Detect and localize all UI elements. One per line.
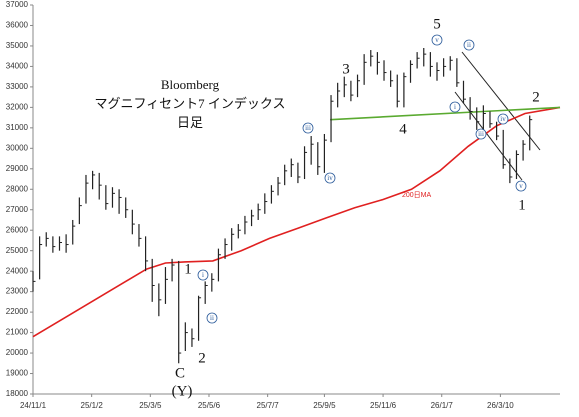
y-tick-label: 25000 bbox=[6, 246, 29, 255]
title: Bloomberg bbox=[161, 77, 220, 92]
circled-label: i bbox=[202, 271, 204, 279]
wave-label: 4 bbox=[399, 121, 407, 137]
x-tick-label: 25/11/6 bbox=[370, 401, 397, 410]
circled-marker bbox=[463, 39, 475, 51]
circled-label: iv bbox=[500, 115, 506, 123]
circled-marker bbox=[449, 101, 461, 113]
y-tick-label: 33000 bbox=[6, 82, 29, 91]
circled-label: ii bbox=[467, 41, 471, 49]
circled-label: iv bbox=[327, 174, 333, 182]
circled-label: v bbox=[519, 182, 523, 190]
y-tick-label: 36000 bbox=[6, 21, 29, 30]
circled-marker bbox=[324, 172, 336, 184]
y-tick-label: 37000 bbox=[6, 0, 29, 9]
circled-marker bbox=[515, 180, 527, 192]
circled-marker bbox=[497, 113, 509, 125]
wave-label: 3 bbox=[342, 61, 350, 77]
channel-line bbox=[454, 91, 523, 181]
circled-label: ii bbox=[210, 314, 214, 322]
circled-marker bbox=[475, 128, 487, 140]
y-tick-label: 27000 bbox=[6, 205, 29, 214]
circled-label: v bbox=[435, 36, 439, 44]
circled-label: i bbox=[454, 103, 456, 111]
circled-marker bbox=[197, 269, 209, 281]
y-tick-label: 32000 bbox=[6, 102, 29, 111]
x-tick-label: 25/7/7 bbox=[257, 401, 280, 410]
circled-label: iii bbox=[478, 130, 484, 138]
x-tick-label: 26/1/7 bbox=[431, 401, 454, 410]
x-tick-label: 24/11/1 bbox=[20, 401, 47, 410]
x-tick-label: 25/1/2 bbox=[81, 401, 104, 410]
y-tick-label: 21000 bbox=[6, 328, 29, 337]
x-tick-label: 25/5/6 bbox=[198, 401, 221, 410]
subtitle: 日足 bbox=[177, 115, 203, 130]
wave-label: C bbox=[175, 365, 185, 381]
y-tick-label: 35000 bbox=[6, 41, 29, 50]
y-tick-label: 28000 bbox=[6, 184, 29, 193]
wave-label: 1 bbox=[184, 261, 192, 277]
y-tick-label: 30000 bbox=[6, 143, 29, 152]
wave-label: (Y) bbox=[172, 383, 193, 399]
subtitle: マグニフィセント7 インデックス bbox=[94, 96, 285, 111]
y-tick-label: 31000 bbox=[6, 123, 29, 132]
wave-label: 2 bbox=[198, 350, 206, 366]
line-label: 200日MA bbox=[402, 191, 432, 199]
circled-label: iii bbox=[305, 124, 311, 132]
channel-line bbox=[461, 51, 541, 151]
line-series bbox=[330, 106, 561, 121]
line-series bbox=[32, 106, 561, 338]
y-tick-label: 19000 bbox=[6, 369, 29, 378]
y-tick-label: 24000 bbox=[6, 266, 29, 275]
y-tick-label: 23000 bbox=[6, 287, 29, 296]
wave-label: 2 bbox=[532, 89, 540, 105]
x-tick-label: 25/9/5 bbox=[313, 401, 336, 410]
circled-marker bbox=[431, 34, 443, 46]
y-tick-label: 20000 bbox=[6, 348, 29, 357]
wave-label: 1 bbox=[518, 197, 526, 213]
y-tick-label: 29000 bbox=[6, 164, 29, 173]
circled-marker bbox=[302, 122, 314, 134]
x-tick-label: 26/3/10 bbox=[487, 401, 514, 410]
wave-label: 5 bbox=[433, 16, 441, 32]
x-tick-label: 25/3/5 bbox=[139, 401, 162, 410]
y-tick-label: 34000 bbox=[6, 62, 29, 71]
y-tick-label: 18000 bbox=[6, 389, 29, 398]
y-tick-label: 22000 bbox=[6, 307, 29, 316]
y-tick-label: 26000 bbox=[6, 225, 29, 234]
circled-marker bbox=[206, 312, 218, 324]
